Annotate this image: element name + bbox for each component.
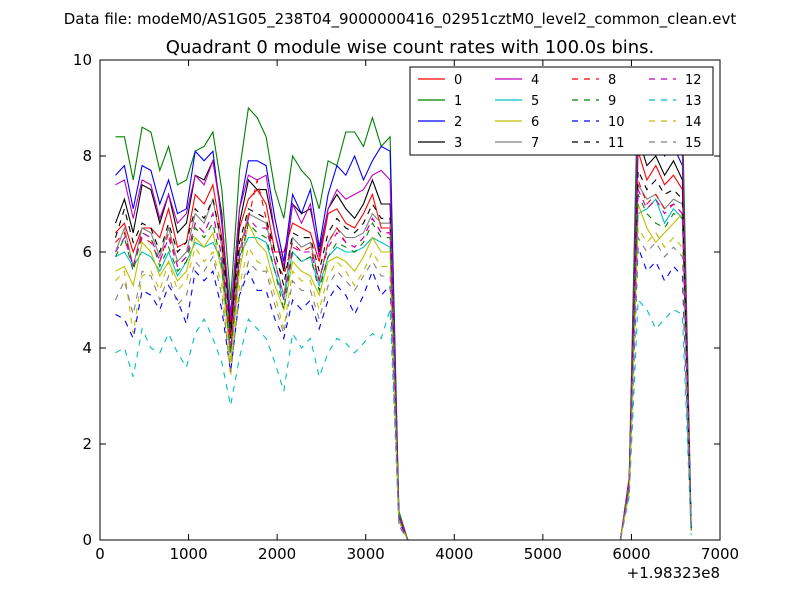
legend-label-8: 8 bbox=[608, 73, 616, 88]
legend-label-6: 6 bbox=[531, 115, 539, 130]
series-line-9 bbox=[115, 194, 692, 540]
legend-label-4: 4 bbox=[531, 73, 539, 88]
x-tick-label: 2000 bbox=[258, 545, 296, 563]
series-line-10 bbox=[115, 247, 692, 540]
series-line-2 bbox=[115, 122, 692, 540]
axes-frame bbox=[99, 59, 721, 541]
y-tick-label: 4 bbox=[82, 339, 92, 357]
y-tick-label: 10 bbox=[73, 51, 92, 69]
x-tick-label: 1000 bbox=[169, 545, 207, 563]
legend-label-2: 2 bbox=[454, 115, 462, 130]
series-line-14 bbox=[115, 226, 692, 540]
legend-box bbox=[409, 66, 714, 156]
legend-label-0: 0 bbox=[454, 73, 462, 88]
legend-label-11: 11 bbox=[608, 136, 625, 151]
x-tick-label: 7000 bbox=[701, 545, 739, 563]
series-line-7 bbox=[114, 182, 692, 540]
series-line-13 bbox=[115, 298, 692, 540]
y-tick-label: 0 bbox=[82, 531, 92, 549]
legend-label-15: 15 bbox=[685, 136, 702, 151]
series-line-8 bbox=[115, 179, 692, 540]
x-axis-offset-label: +1.98323e8 bbox=[627, 564, 720, 582]
legend-label-10: 10 bbox=[608, 115, 625, 130]
legend-label-3: 3 bbox=[454, 136, 462, 151]
x-tick-label: 6000 bbox=[612, 545, 650, 563]
legend-label-14: 14 bbox=[685, 115, 702, 130]
legend-label-7: 7 bbox=[531, 136, 539, 151]
legend-label-9: 9 bbox=[608, 94, 616, 109]
plot-area bbox=[114, 69, 692, 540]
y-tick-label: 6 bbox=[82, 243, 92, 261]
chart-title: Quadrant 0 module wise count rates with … bbox=[166, 37, 655, 58]
series-line-0 bbox=[115, 151, 692, 540]
y-tick-label: 8 bbox=[82, 147, 92, 165]
series-line-15 bbox=[115, 235, 692, 540]
x-tick-label: 4000 bbox=[435, 545, 473, 563]
legend-label-13: 13 bbox=[685, 94, 702, 109]
x-tick-label: 0 bbox=[95, 545, 105, 563]
series-line-12 bbox=[115, 189, 692, 540]
series-line-3 bbox=[114, 136, 692, 540]
legend-label-12: 12 bbox=[685, 73, 702, 88]
x-tick-label: 3000 bbox=[347, 545, 385, 563]
x-axis: 0 1000 2000 3000 4000 5000 6000 7000 bbox=[95, 60, 739, 563]
legend-label-1: 1 bbox=[454, 94, 462, 109]
y-tick-label: 2 bbox=[82, 435, 92, 453]
series-line-6 bbox=[115, 203, 692, 540]
figure-suptitle: Data file: modeM0/AS1G05_238T04_90000004… bbox=[64, 10, 737, 29]
series-line-4 bbox=[115, 130, 692, 540]
series-line-11 bbox=[114, 170, 692, 540]
x-tick-label: 5000 bbox=[524, 545, 562, 563]
series-line-5 bbox=[115, 198, 692, 540]
legend-label-5: 5 bbox=[531, 94, 539, 109]
